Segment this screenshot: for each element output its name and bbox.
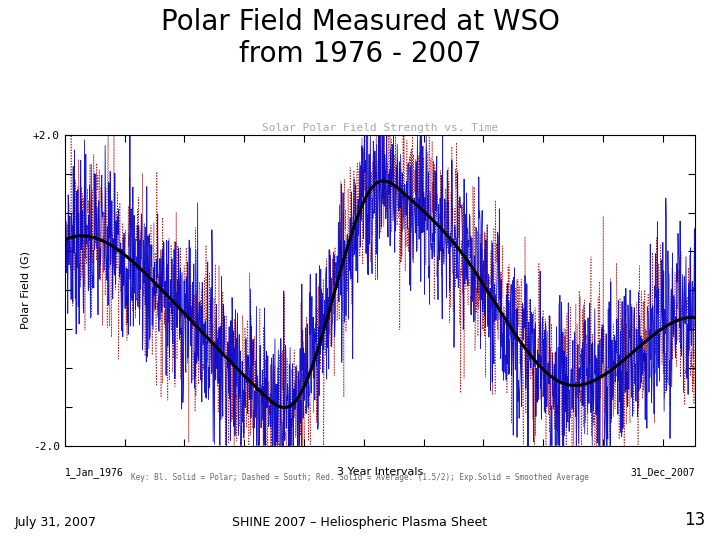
- Text: Key: Bl. Solid = Polar; Dashed = South; Red. Solid = Average: (1.5/2); Exp.Solid: Key: Bl. Solid = Polar; Dashed = South; …: [131, 472, 589, 482]
- Text: 3 Year Intervals: 3 Year Intervals: [337, 467, 423, 477]
- Y-axis label: Polar Field (G): Polar Field (G): [20, 251, 30, 329]
- Text: Polar Field Measured at WSO: Polar Field Measured at WSO: [161, 8, 559, 36]
- Text: SHINE 2007 – Heliospheric Plasma Sheet: SHINE 2007 – Heliospheric Plasma Sheet: [233, 516, 487, 529]
- Text: 31_Dec_2007: 31_Dec_2007: [630, 467, 695, 478]
- Text: from 1976 - 2007: from 1976 - 2007: [239, 40, 481, 69]
- Text: July 31, 2007: July 31, 2007: [14, 516, 96, 529]
- Text: 13: 13: [684, 511, 706, 529]
- Title: Solar Polar Field Strength vs. Time: Solar Polar Field Strength vs. Time: [261, 123, 498, 133]
- Text: 1_Jan_1976: 1_Jan_1976: [65, 467, 124, 478]
